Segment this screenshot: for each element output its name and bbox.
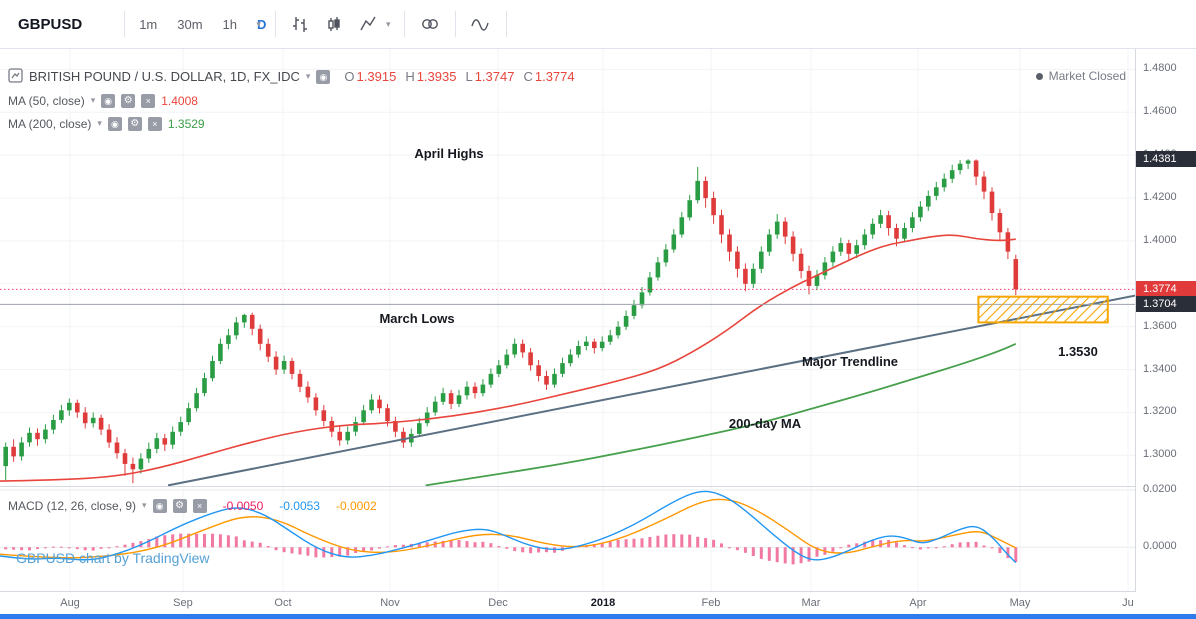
interval-button-30m[interactable]: 30m [177,16,203,32]
interval-button-1m[interactable]: 1m [139,16,158,32]
chart-annotation: 1.3530 [1058,344,1098,359]
interval-button-D[interactable]: D [257,16,267,32]
bottom-accent-bar [0,614,1196,619]
price-axis-label: 1.3000 [1143,448,1177,461]
chevron-down-icon[interactable]: ▾ [97,118,102,128]
toolbar-separator [124,11,126,37]
time-axis-label: Apr [909,597,927,609]
time-axis-label: Sep [173,597,193,609]
close-icon[interactable]: × [192,498,207,513]
high-label: H [405,69,415,84]
legend: BRITISH POUND / U.S. DOLLAR, 1D, FX_IDC … [8,64,575,135]
macd-legend-row: MACD (12, 26, close, 9) ▾ ◉ ⚙ × -0.0050 … [8,494,377,517]
chart-annotation: 200-day MA [729,416,802,431]
market-status-text: Market Closed [1048,69,1126,83]
chevron-down-icon[interactable]: ▾ [142,500,147,510]
macd-histogram-value: -0.0050 [222,498,264,513]
chart-logo-icon [8,67,23,86]
open-value: 1.3915 [356,69,397,84]
interval-button-1h[interactable]: 1h [222,16,238,32]
eye-icon[interactable]: ◉ [316,69,331,84]
time-axis-label: 2018 [590,597,616,609]
toolbar-separator [404,11,406,37]
high-value: 1.3935 [416,69,457,84]
symbol-title[interactable]: BRITISH POUND / U.S. DOLLAR, 1D, FX_IDC [29,69,300,84]
time-axis-label: Oct [274,597,292,609]
ma200-label[interactable]: MA (200, close) [8,116,92,131]
price-badge: 1.4381 [1136,151,1196,168]
gear-icon[interactable]: ⚙ [121,93,136,108]
time-axis-label: Aug [60,597,80,609]
gear-icon[interactable]: ⚙ [172,498,187,513]
ohlc-values: O 1.3915 H 1.3935 L 1.3747 C 1.3774 [344,69,574,84]
close-label: C [523,69,533,84]
price-axis-label: 1.4800 [1143,62,1177,75]
chevron-down-icon[interactable]: ▾ [90,95,96,105]
indicators-wave-icon[interactable] [470,14,492,34]
price-badge: 1.3774 [1136,281,1196,298]
time-axis-label: Feb [701,597,721,609]
price-chart-canvas[interactable]: April Highs March Lows Major Trendline 200-… [0,49,1135,486]
time-axis-label: Nov [380,597,400,609]
time-axis-label: Dec [488,597,508,609]
chart-annotation: Major Trendline [802,354,898,369]
interval-dropdown-chevron-icon[interactable]: ▾ [256,18,261,29]
interval-buttons: 1m 30m 1h D [139,17,266,32]
support-zone-box [977,295,1109,324]
ma50-value: 1.4008 [161,93,198,108]
market-status-dot-icon [1035,72,1043,80]
compare-icon[interactable] [419,14,441,34]
candles-chart-icon[interactable] [324,14,344,34]
price-axis-label: 1.3400 [1143,362,1177,375]
chevron-down-icon[interactable]: ▾ [305,71,311,81]
macd-line-value: -0.0053 [279,498,320,513]
eye-icon[interactable]: ◉ [101,93,116,108]
eye-icon[interactable]: ◉ [152,498,167,513]
price-axis-label: 1.3200 [1143,405,1177,418]
top-toolbar: GBPUSD 1m 30m 1h D ▾ ▾ [0,0,1196,49]
macd-axis-label: 0.0000 [1143,540,1177,553]
toolbar-separator [506,11,508,37]
close-icon[interactable]: × [147,116,162,131]
symbol-legend-row: BRITISH POUND / U.S. DOLLAR, 1D, FX_IDC … [8,64,575,89]
low-label: L [465,69,473,84]
symbol-search-button[interactable]: GBPUSD [18,15,83,33]
time-axis-label: Mar [801,597,821,609]
axis-separator [0,591,1196,592]
bars-chart-icon[interactable] [290,14,310,34]
macd-axis-label: 0.0200 [1143,482,1177,495]
low-value: 1.3747 [474,69,515,84]
time-axis-label: May [1009,597,1031,609]
macd-label[interactable]: MACD (12, 26, close, 9) [8,498,137,513]
chart-style-group: ▾ [290,14,391,34]
tradingview-watermark-link[interactable]: GBPUSD chart by TradingView [16,550,210,566]
gear-icon[interactable]: ⚙ [127,116,142,131]
time-axis-label: Ju [1122,597,1134,609]
price-axis-label: 1.3600 [1143,319,1177,332]
chart-annotation: April Highs [414,146,483,161]
price-axis-label: 1.4000 [1143,233,1177,246]
price-axis[interactable]: 1.48001.46001.44001.42001.40001.36001.34… [1135,49,1196,592]
open-label: O [344,69,355,84]
pane-separator[interactable] [0,486,1196,487]
close-icon[interactable]: × [141,93,156,108]
area-chart-icon[interactable] [358,14,378,34]
ma50-label[interactable]: MA (50, close) [8,93,85,108]
price-axis-label: 1.4200 [1143,191,1177,204]
chart-annotation: March Lows [379,311,454,326]
ma200-legend-row: MA (200, close) ▾ ◉ ⚙ × 1.3529 [8,112,575,135]
close-value: 1.3774 [534,69,575,84]
chart-style-chevron-icon[interactable]: ▾ [385,18,391,29]
ma50-legend-row: MA (50, close) ▾ ◉ ⚙ × 1.4008 [8,89,575,112]
macd-signal-value: -0.0002 [335,498,377,513]
time-axis[interactable]: Aug Sep Oct Nov Dec 2018 Feb Mar Apr May Ju [0,592,1196,614]
ma200-value: 1.3529 [167,116,205,131]
toolbar-separator [455,11,457,37]
toolbar-separator [274,11,276,37]
market-status: Market Closed [1035,69,1126,83]
price-badge: 1.3704 [1136,296,1196,313]
price-axis-label: 1.4600 [1143,105,1177,118]
eye-icon[interactable]: ◉ [107,116,122,131]
